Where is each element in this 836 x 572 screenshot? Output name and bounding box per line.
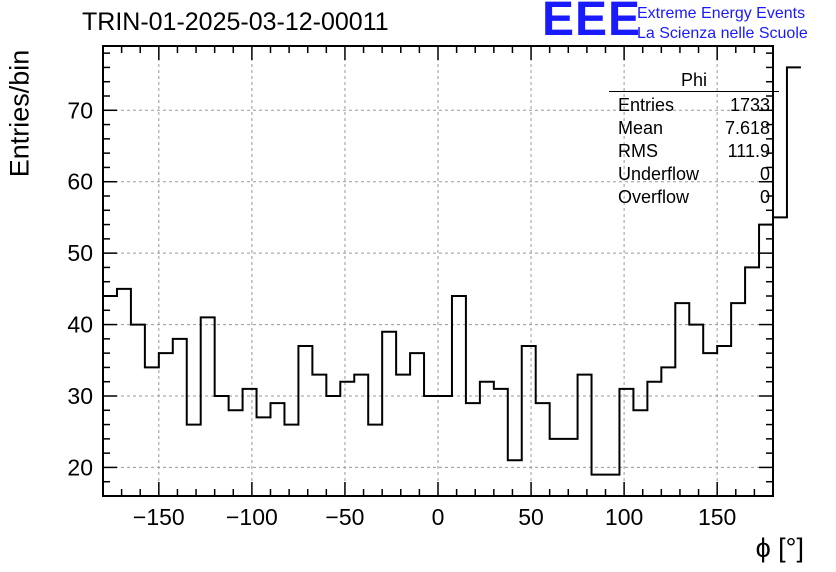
stats-divider xyxy=(609,91,779,92)
y-tick-label: 30 xyxy=(67,383,93,409)
histogram-bin xyxy=(606,475,620,496)
histogram-bin xyxy=(271,403,285,496)
histogram-bin xyxy=(354,375,368,496)
y-tick-label: 20 xyxy=(67,454,93,480)
histogram-bin xyxy=(494,389,508,496)
histogram-bin xyxy=(438,396,452,496)
stats-row-underflow: Underflow 0 xyxy=(609,163,779,186)
histogram-bin xyxy=(257,417,271,496)
histogram-bin xyxy=(145,367,159,496)
histogram-bin xyxy=(284,425,298,496)
stats-label: Entries xyxy=(618,95,675,115)
stats-value: 1733 xyxy=(729,95,770,115)
eee-logo: EEE xyxy=(542,0,642,46)
stats-title: Phi xyxy=(680,70,707,90)
histogram-bin xyxy=(592,475,606,496)
histogram-bin xyxy=(396,375,410,496)
histogram-bin xyxy=(773,217,787,496)
histogram-bin xyxy=(117,289,131,496)
stats-row-overflow: Overflow 0 xyxy=(609,186,779,209)
histogram-bin xyxy=(522,346,536,496)
stats-label: Mean xyxy=(618,118,664,138)
x-tick-label: 100 xyxy=(605,504,643,530)
y-tick-label: 70 xyxy=(67,97,93,123)
histogram-bin xyxy=(633,410,647,496)
stats-value: 0 xyxy=(759,187,770,207)
y-tick-label: 60 xyxy=(67,169,93,195)
plot-title: TRIN-01-2025-03-12-00011 xyxy=(82,8,389,36)
x-tick-label: −100 xyxy=(226,504,278,530)
histogram-bin xyxy=(243,389,257,496)
histogram-bin xyxy=(410,353,424,496)
eee-logo-line1: Extreme Energy Events xyxy=(637,5,806,22)
stats-label: Overflow xyxy=(618,187,690,207)
stats-row-entries: Entries 1733 xyxy=(609,94,779,117)
histogram-bin xyxy=(619,389,633,496)
x-tick-label: 50 xyxy=(518,504,544,530)
stats-row-mean: Mean 7.618 xyxy=(609,117,779,140)
histogram-bin xyxy=(201,317,215,496)
histogram-bin xyxy=(508,460,522,496)
x-axis-label: ϕ [°] xyxy=(755,533,804,563)
stats-box: Phi Entries 1733 Mean 7.618 RMS 111.9 Un… xyxy=(609,70,779,209)
histogram-bin xyxy=(340,382,354,496)
stats-label: Underflow xyxy=(618,164,700,184)
x-tick-label: 150 xyxy=(698,504,736,530)
histogram-bin xyxy=(703,353,717,496)
histogram-bin xyxy=(661,367,675,496)
histogram-bin xyxy=(312,375,326,496)
histogram-bin xyxy=(187,425,201,496)
histogram-bin xyxy=(536,403,550,496)
histogram-bin xyxy=(689,325,703,496)
histogram-bin xyxy=(298,346,312,496)
histogram-outline xyxy=(103,66,801,476)
x-tick-label: −50 xyxy=(325,504,364,530)
histogram-bin xyxy=(159,353,173,496)
histogram-bin xyxy=(229,410,243,496)
histogram-bin xyxy=(131,325,145,496)
stats-row-rms: RMS 111.9 xyxy=(609,140,779,163)
eee-logo-line2: La Scienza nelle Scuole xyxy=(637,25,808,42)
histogram-bin xyxy=(173,339,187,496)
stats-value: 7.618 xyxy=(724,118,770,138)
histogram-bin xyxy=(215,396,229,496)
stats-value: 0 xyxy=(759,164,770,184)
y-tick-label: 50 xyxy=(67,240,93,266)
histogram-bin xyxy=(480,382,494,496)
histogram-bin xyxy=(466,403,480,496)
histogram-bin xyxy=(578,375,592,496)
histogram-bin xyxy=(745,267,759,496)
y-axis-label: Entries/bin xyxy=(4,49,35,178)
histogram-bin xyxy=(424,396,438,496)
histogram-bin xyxy=(717,346,731,496)
stats-value: 111.9 xyxy=(727,141,770,161)
histogram-bin xyxy=(647,382,661,496)
histogram-bin xyxy=(368,425,382,496)
y-tick-label: 40 xyxy=(67,312,93,338)
x-tick-label: −150 xyxy=(133,504,185,530)
histogram-bin xyxy=(382,332,396,496)
histogram-bin xyxy=(759,225,773,496)
stats-label: RMS xyxy=(618,141,658,161)
histogram-bin xyxy=(787,67,801,496)
x-tick-label: 0 xyxy=(432,504,445,530)
histogram-bin xyxy=(326,396,340,496)
